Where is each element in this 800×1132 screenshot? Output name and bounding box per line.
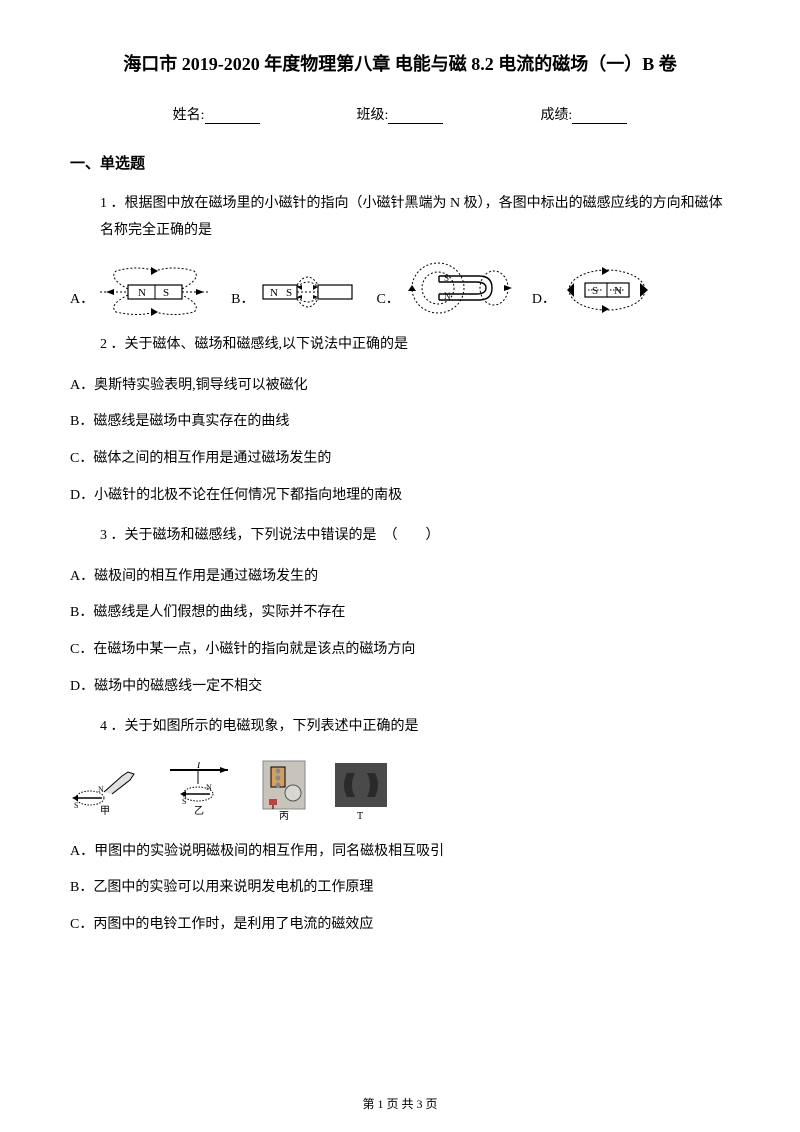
score-blank bbox=[572, 108, 627, 124]
q2-option-a: A．奥斯特实验表明,铜导线可以被磁化 bbox=[70, 373, 730, 400]
q2-option-d: D．小磁针的北极不论在任何情况下都指向地理的南极 bbox=[70, 483, 730, 510]
question-2: 2 ．关于磁体、磁场和磁感线,以下说法中正确的是 bbox=[100, 332, 730, 359]
q1-option-d: D． S N bbox=[532, 263, 655, 318]
q1-b-diagram: N S bbox=[258, 263, 358, 318]
svg-text:S: S bbox=[163, 287, 169, 299]
svg-text:N: N bbox=[206, 783, 212, 792]
section-heading: 一、单选题 bbox=[70, 152, 730, 173]
q4-images-row: S N 甲 I S N 乙 丙 bbox=[70, 759, 730, 821]
q3-option-c: C．在磁场中某一点，小磁针的指向就是该点的磁场方向 bbox=[70, 637, 730, 664]
q4-image-bing: 丙 bbox=[259, 759, 309, 821]
q1-d-diagram: S N bbox=[560, 263, 655, 318]
q1-a-diagram: N S bbox=[98, 263, 213, 318]
q1-a-label: A． bbox=[70, 288, 94, 318]
score-label: 成绩: bbox=[540, 104, 572, 124]
q1-c-label: C． bbox=[376, 288, 399, 318]
name-label: 姓名: bbox=[173, 104, 205, 124]
svg-text:N: N bbox=[444, 291, 451, 301]
q3-option-b: B．磁感线是人们假想的曲线，实际并不存在 bbox=[70, 600, 730, 627]
q1-c-diagram: S N bbox=[404, 258, 514, 318]
q2-option-b: B．磁感线是磁场中真实存在的曲线 bbox=[70, 409, 730, 436]
svg-text:N: N bbox=[138, 287, 146, 299]
q3-option-d: D．磁场中的磁感线一定不相交 bbox=[70, 674, 730, 701]
q4-image-yi: I S N 乙 bbox=[162, 762, 237, 817]
class-blank bbox=[388, 108, 443, 124]
svg-text:S: S bbox=[182, 797, 186, 806]
question-4: 4 ．关于如图所示的电磁现象，下列表述中正确的是 bbox=[100, 714, 730, 741]
q1-d-label: D． bbox=[532, 288, 556, 318]
svg-text:N: N bbox=[98, 785, 104, 794]
student-info-row: 姓名: 班级: 成绩: bbox=[70, 104, 730, 124]
q1-option-a: A． N S bbox=[70, 263, 213, 318]
q4-image-ding: T bbox=[331, 759, 391, 821]
question-3: 3 ．关于磁场和磁感线，下列说法中错误的是 （ ） bbox=[100, 523, 730, 550]
svg-text:I: I bbox=[196, 762, 201, 771]
svg-text:甲: 甲 bbox=[100, 806, 110, 817]
svg-text:N: N bbox=[270, 287, 278, 299]
question-1: 1 ．根据图中放在磁场里的小磁针的指向（小磁针黑端为 N 极），各图中标出的磁感… bbox=[100, 191, 730, 244]
q2-option-c: C．磁体之间的相互作用是通过磁场发生的 bbox=[70, 446, 730, 473]
svg-text:S: S bbox=[444, 273, 449, 283]
page-footer: 第 1 页 共 3 页 bbox=[0, 1095, 800, 1112]
q3-option-a: A．磁极间的相互作用是通过磁场发生的 bbox=[70, 564, 730, 591]
q4-option-a: A．甲图中的实验说明磁极间的相互作用，同名磁极相互吸引 bbox=[70, 839, 730, 866]
page-title: 海口市 2019-2020 年度物理第八章 电能与磁 8.2 电流的磁场（一）B… bbox=[70, 50, 730, 76]
q1-option-c: C． S N bbox=[376, 258, 513, 318]
q4-option-b: B．乙图中的实验可以用来说明发电机的工作原理 bbox=[70, 875, 730, 902]
q1-b-label: B． bbox=[231, 288, 254, 318]
svg-text:S: S bbox=[74, 801, 78, 810]
svg-text:N: N bbox=[614, 285, 622, 297]
svg-text:S: S bbox=[286, 287, 292, 299]
svg-text:S: S bbox=[592, 285, 598, 297]
name-blank bbox=[205, 108, 260, 124]
svg-text:T: T bbox=[357, 811, 363, 821]
svg-text:乙: 乙 bbox=[194, 805, 204, 817]
q1-options-row: A． N S B． N S bbox=[70, 258, 730, 318]
q4-option-c: C．丙图中的电铃工作时，是利用了电流的磁效应 bbox=[70, 912, 730, 939]
class-label: 班级: bbox=[357, 104, 389, 124]
svg-text:丙: 丙 bbox=[279, 811, 289, 821]
q4-image-jia: S N 甲 bbox=[70, 762, 140, 817]
q1-option-b: B． N S bbox=[231, 263, 358, 318]
